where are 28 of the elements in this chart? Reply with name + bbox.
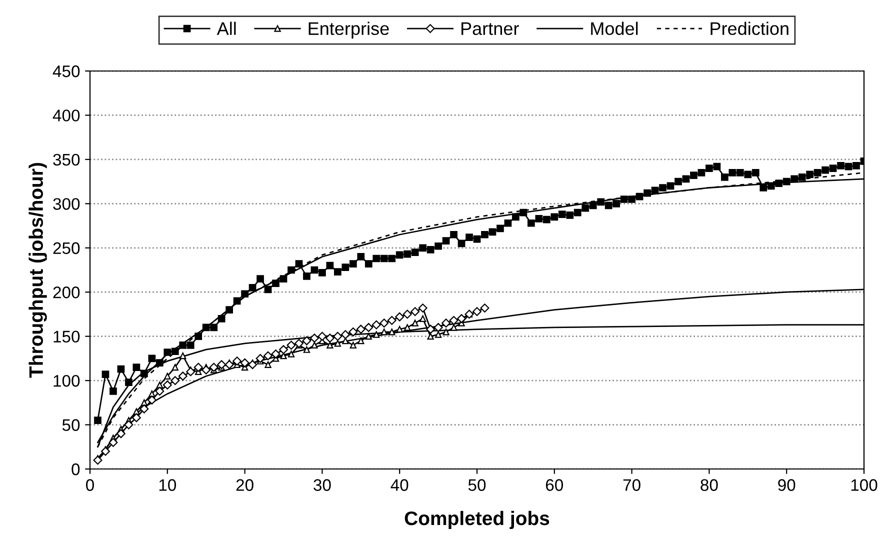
y-tick-label: 400	[52, 110, 80, 122]
x-tick-label: 80	[700, 479, 718, 491]
x-tick-label: 70	[623, 479, 640, 491]
x-tick-label: 60	[546, 479, 564, 491]
y-tick-label: 250	[53, 242, 80, 254]
x-tick-label: 40	[390, 479, 408, 491]
x-tick-label: 10	[159, 479, 176, 491]
y-tick-label: 350	[53, 154, 80, 166]
x-tick-label: 30	[314, 479, 331, 491]
legend-label: Prediction	[710, 22, 788, 36]
y-tick-label: 450	[52, 65, 80, 78]
x-tick-label: 90	[778, 479, 796, 491]
y-tick-label: 0	[72, 463, 80, 476]
x-tick-label: 100	[851, 479, 878, 491]
legend-label: Enterprise	[308, 22, 389, 39]
legend-label: Partner	[462, 22, 519, 36]
x-tick-label: 0	[86, 479, 94, 491]
y-tick-label: 200	[53, 286, 80, 298]
y-tick-label: 150	[54, 330, 80, 343]
y-tick-label: 300	[53, 198, 80, 210]
y-tick-label: 50	[62, 419, 80, 431]
legend-label: Model	[591, 22, 638, 36]
legend-label: All	[216, 22, 236, 35]
y-tick-label: 100	[54, 374, 80, 387]
y-axis-title: Throughput (jobs/hour)	[28, 162, 47, 378]
x-axis-title: Completed jobs	[404, 510, 550, 530]
x-tick-label: 20	[236, 479, 254, 491]
x-tick-label: 50	[468, 479, 486, 491]
